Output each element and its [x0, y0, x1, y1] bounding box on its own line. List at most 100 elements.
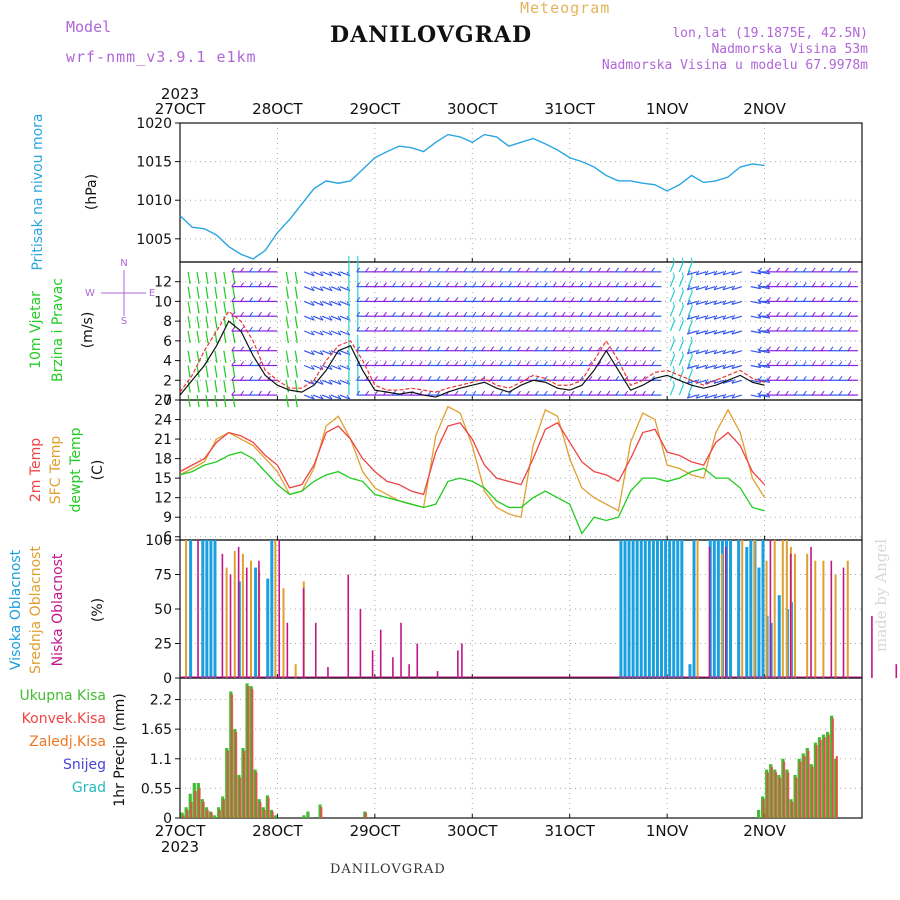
wind-barb-flag — [409, 311, 414, 317]
date-tick-bottom-2NOV: 2NOV — [743, 822, 786, 840]
wind-barb-flag — [356, 311, 361, 317]
wind-barb — [687, 364, 698, 370]
wind-barb-flag — [472, 390, 477, 396]
wind-barb-flag — [615, 297, 620, 302]
wind-barb-flag — [481, 390, 486, 396]
wind-barb-flag — [328, 365, 333, 370]
pressure-unit: (hPa) — [84, 174, 100, 210]
wind-barb-flag — [224, 309, 227, 314]
wind-barb-flag — [811, 326, 816, 332]
wind-barb-flag — [793, 326, 798, 332]
high-cloud-bar — [201, 540, 205, 678]
wind-barb-flag — [615, 267, 620, 273]
wind-barb-flag — [409, 326, 414, 332]
page-title: DANILOVGRAD — [330, 22, 533, 48]
low-cloud-bar — [286, 622, 289, 678]
wind-barb-flag — [633, 267, 637, 273]
wind-barb-flag — [249, 390, 253, 396]
wind-barb-flag — [481, 311, 486, 317]
wind-barb — [678, 276, 684, 287]
wind-barb-flag — [829, 267, 834, 273]
wind-barb-flag — [374, 346, 379, 352]
wind-barb-flag — [561, 297, 566, 302]
wind-barb-flag — [758, 311, 763, 317]
wind-barb-flag — [713, 270, 718, 276]
wind-barb-flag — [672, 272, 675, 277]
wind-barb-flag — [490, 267, 495, 273]
wind-barb-flag — [517, 326, 521, 332]
wind-barb-flag — [695, 300, 700, 305]
wind-barb — [731, 330, 743, 335]
total-precip-bar — [797, 758, 801, 818]
high-cloud-bar — [643, 540, 647, 678]
mid-cloud-bar — [834, 574, 837, 678]
mid-cloud-bar — [250, 560, 253, 678]
wind-barb-flag — [686, 349, 691, 355]
high-cloud-bar — [672, 540, 676, 678]
wind-barb — [330, 379, 342, 385]
wind-barb-flag — [346, 330, 351, 336]
year-label-bottom: 2023 — [161, 838, 199, 856]
wind-barb-flag — [499, 267, 504, 273]
ytick-label: 18 — [154, 452, 172, 468]
high-cloud-bar — [716, 540, 720, 678]
wind-barb-flag — [267, 346, 271, 352]
wind-barb-flag — [231, 346, 236, 352]
wind-barb-flag — [552, 390, 557, 396]
wind-barb-flag — [319, 286, 324, 291]
wind-barb-flag — [543, 282, 548, 287]
wind-barb-flag — [310, 301, 315, 306]
wind-barb-flag — [287, 402, 289, 408]
wind-barb-flag — [686, 364, 691, 369]
wind-barb-flag — [785, 267, 789, 273]
wind-barb-flag — [579, 326, 584, 332]
wind-barb-flag — [785, 375, 789, 381]
wind-barb-flag — [383, 346, 387, 352]
wind-barb-flag — [508, 346, 512, 352]
ytick-label: 1015 — [136, 155, 172, 171]
wind-barb-flag — [758, 375, 763, 381]
wind-barb-flag — [189, 388, 191, 393]
wind-barb-flag — [206, 388, 209, 393]
wind-barb-flag — [570, 282, 575, 287]
wind-barb — [695, 364, 707, 370]
wind-barb — [731, 271, 743, 276]
wind-barb-flag — [642, 346, 646, 352]
wind-barb-flag — [409, 375, 414, 381]
wind-barb-flag — [374, 375, 379, 381]
model-name: wrf-nmm_v3.9.1 e1km — [66, 48, 257, 66]
wind-barb-flag — [409, 297, 414, 302]
wind-barb — [695, 315, 707, 320]
wind-barb-flag — [847, 267, 852, 273]
wind-barb-flag — [588, 267, 593, 273]
wind-barb — [750, 364, 761, 369]
wind-barb-flag — [490, 375, 495, 381]
wind-barb-flag — [767, 267, 771, 273]
wind-barb-flag — [651, 326, 655, 332]
compass-letter: W — [85, 288, 95, 299]
wind-barb-flag — [310, 379, 315, 385]
wind-barb-flag — [570, 346, 575, 352]
total-precip-bar — [225, 748, 229, 818]
wind-barb-flag — [310, 330, 315, 336]
wind-barb-flag — [829, 326, 834, 332]
date-tick-top-30OCT: 30OCT — [447, 100, 498, 118]
wind-barb-flag — [588, 311, 593, 317]
wind-barb-flag — [811, 267, 816, 273]
conv-precip-bar — [795, 777, 798, 818]
conv-precip-bar — [770, 766, 774, 818]
wind-barb-flag — [310, 350, 315, 356]
wind-barb-flag — [838, 375, 843, 381]
wind-barb-flag — [672, 316, 675, 322]
wind-barb-flag — [215, 279, 218, 284]
ytick-label: 12 — [154, 275, 172, 291]
high-cloud-bar — [266, 578, 270, 678]
wind-barb-flag — [526, 361, 530, 366]
wind-barb — [669, 291, 675, 302]
mid-cloud-bar — [785, 540, 788, 678]
wind-barb-flag — [454, 267, 459, 273]
dewpt-line — [179, 451, 765, 535]
wind-barb-flag — [374, 267, 379, 273]
total-precip-bar — [257, 799, 261, 818]
mid-cloud-bar — [696, 540, 699, 678]
